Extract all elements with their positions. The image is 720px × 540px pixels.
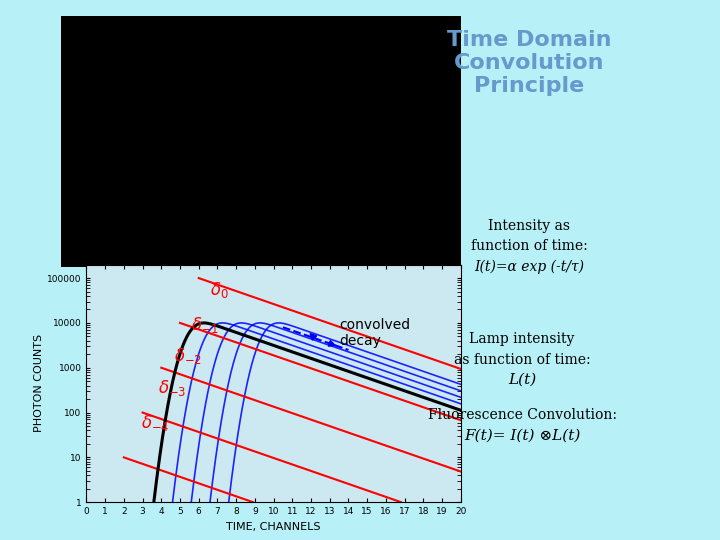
Text: L(t): L(t) bbox=[508, 373, 536, 387]
Text: Intensity as: Intensity as bbox=[488, 219, 570, 233]
Text: $\delta_0$: $\delta_0$ bbox=[210, 280, 229, 300]
X-axis label: TIME, CHANNELS: TIME, CHANNELS bbox=[226, 522, 321, 531]
Text: F(t)= I(t) ⊗L(t): F(t)= I(t) ⊗L(t) bbox=[464, 428, 580, 442]
Text: Time Domain
Convolution
Principle: Time Domain Convolution Principle bbox=[447, 30, 611, 96]
Text: $\delta_{-1}$: $\delta_{-1}$ bbox=[192, 315, 220, 335]
Text: $\delta_{-2}$: $\delta_{-2}$ bbox=[174, 346, 202, 366]
Text: I(t)=α exp (-t/τ): I(t)=α exp (-t/τ) bbox=[474, 260, 584, 274]
Text: Lamp intensity: Lamp intensity bbox=[469, 332, 575, 346]
Text: as function of time:: as function of time: bbox=[454, 353, 590, 367]
Y-axis label: PHOTON COUNTS: PHOTON COUNTS bbox=[35, 334, 44, 433]
Text: $\delta_{-4}$: $\delta_{-4}$ bbox=[140, 413, 169, 433]
Text: Fluorescence Convolution:: Fluorescence Convolution: bbox=[428, 408, 616, 422]
Text: $\delta_{-3}$: $\delta_{-3}$ bbox=[158, 378, 186, 398]
Text: convolved
decay: convolved decay bbox=[339, 318, 410, 348]
Text: function of time:: function of time: bbox=[471, 239, 588, 253]
